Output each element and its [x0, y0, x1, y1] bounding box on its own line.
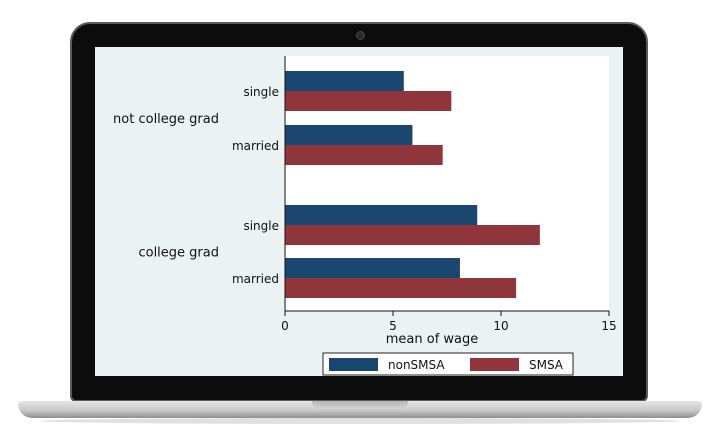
bar-college-grad-married-smsa [285, 278, 517, 298]
webcam-icon [356, 31, 365, 40]
x-tick-label-5: 5 [389, 319, 397, 333]
x-tick-label-0: 0 [281, 319, 289, 333]
laptop-notch [312, 401, 408, 409]
bar-college-grad-single-smsa [285, 225, 540, 245]
bar-not-college-grad-single-smsa [285, 91, 452, 111]
bar-not-college-grad-married-nonsmsa [285, 125, 413, 145]
bar-not-college-grad-married-smsa [285, 145, 443, 165]
legend-swatch-nonsmsa [329, 358, 378, 371]
x-tick-label-15: 15 [601, 319, 616, 333]
category-label-college-grad-single: single [243, 219, 279, 233]
category-label-not-college-grad-married: married [232, 139, 279, 153]
group-label-college-grad: college grad [138, 246, 219, 261]
bar-college-grad-single-nonsmsa [285, 205, 478, 225]
legend-label-smsa: SMSA [529, 358, 564, 372]
category-label-not-college-grad-single: single [243, 85, 279, 99]
bar-chart: single married single married not college g… [113, 56, 617, 376]
legend-label-nonsmsa: nonSMSA [388, 358, 445, 372]
bar-college-grad-married-nonsmsa [285, 258, 460, 278]
bar-not-college-grad-single-nonsmsa [285, 71, 404, 91]
category-label-college-grad-married: married [232, 272, 279, 286]
group-label-not-college-grad: not college grad [113, 112, 219, 127]
laptop-shadow [40, 418, 680, 424]
legend: nonSMSA SMSA [322, 352, 574, 376]
x-tick-label-10: 10 [493, 319, 508, 333]
legend-swatch-smsa [470, 358, 519, 371]
laptop-screen: single married single married not college g… [95, 47, 623, 376]
laptop-base [18, 401, 702, 418]
x-axis-label: mean of wage [386, 332, 479, 347]
